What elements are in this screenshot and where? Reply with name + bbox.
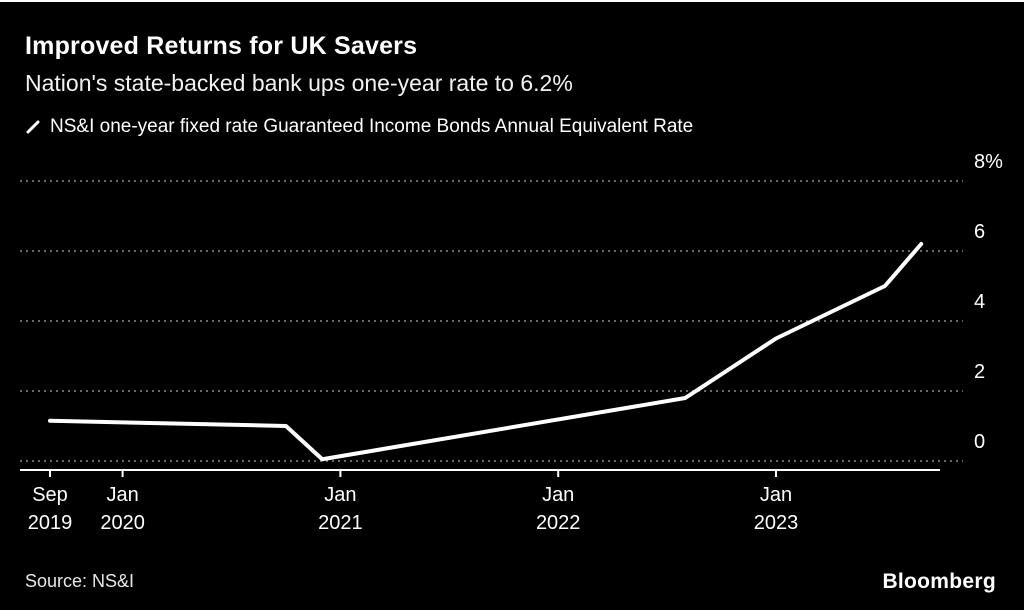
bottom-border-line [0,610,1024,612]
svg-text:Sep: Sep [32,484,68,506]
top-border-line [0,0,1024,2]
svg-text:8%: 8% [974,151,1003,173]
chart-subtitle: Nation's state-backed bank ups one-year … [25,70,573,96]
svg-text:2022: 2022 [536,512,581,534]
svg-text:Jan: Jan [760,484,792,506]
svg-text:2021: 2021 [318,512,363,534]
svg-text:2023: 2023 [754,512,799,534]
svg-text:Jan: Jan [542,484,574,506]
svg-text:0: 0 [974,431,985,453]
legend-line-icon [25,119,41,135]
legend-label: NS&I one-year fixed rate Guaranteed Inco… [50,116,694,137]
svg-text:Jan: Jan [106,484,138,506]
svg-text:6: 6 [974,221,985,243]
svg-text:Jan: Jan [324,484,356,506]
legend: NS&I one-year fixed rate Guaranteed Inco… [25,116,693,138]
svg-text:4: 4 [974,291,985,313]
source-attribution: Source: NS&I [25,571,135,591]
svg-text:2020: 2020 [100,512,145,534]
brand-logo: Bloomberg [882,570,996,593]
chart-title: Improved Returns for UK Savers [25,32,418,60]
svg-text:2019: 2019 [28,512,73,534]
svg-text:2: 2 [974,361,985,383]
